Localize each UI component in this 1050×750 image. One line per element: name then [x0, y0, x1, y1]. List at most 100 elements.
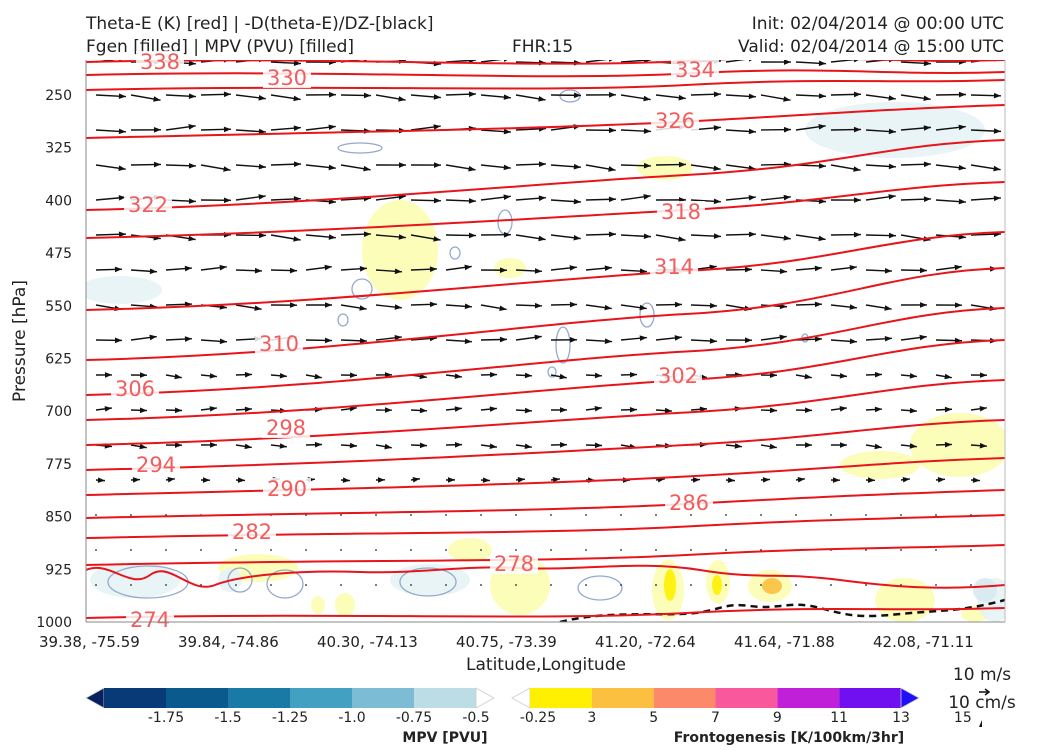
wind-dot — [340, 584, 342, 586]
wind-arrowhead — [188, 198, 196, 204]
wind-arrowhead — [468, 91, 476, 97]
wind-dot — [585, 514, 587, 516]
colorbar-tick-4: -0.75 — [396, 710, 432, 726]
wind-dot — [655, 549, 657, 551]
wind-arrowhead — [972, 477, 980, 483]
wind-arrowhead — [534, 302, 542, 309]
wind-arrowhead — [713, 198, 721, 205]
wind-arrowhead — [569, 301, 577, 308]
wind-arrowhead — [394, 268, 402, 275]
wind-arrowhead — [643, 95, 651, 102]
wind-arrowhead — [783, 126, 791, 133]
wind-dot — [340, 549, 342, 551]
wind-arrowhead — [713, 91, 721, 98]
filled-region-24 — [973, 578, 997, 602]
wind-arrowhead — [839, 442, 847, 448]
wind-arrowhead — [328, 164, 336, 171]
wind-arrowhead — [279, 443, 287, 449]
colorbar-swatch-5 — [777, 688, 840, 708]
wind-dot — [620, 514, 622, 516]
wind-arrowhead — [293, 95, 301, 102]
wind-arrowhead — [342, 477, 350, 483]
wind-arrowhead — [958, 124, 966, 131]
wind-dot — [795, 584, 797, 586]
wind-dot — [585, 584, 587, 586]
wind-arrowhead — [853, 60, 859, 63]
theta-e-label-bg-322 — [124, 194, 172, 215]
wind-arrowhead — [954, 337, 962, 344]
theta-e-contour-wavy — [86, 564, 1005, 589]
wind-arrowhead — [328, 91, 336, 98]
wind-arrowhead — [534, 268, 542, 274]
wind-arrowhead — [384, 407, 392, 413]
theta-e-contour-278 — [86, 544, 1005, 566]
plot-frame — [85, 60, 1006, 623]
wind-arrowhead — [958, 91, 966, 98]
mpv-colorbar-label: MPV [PVU] — [402, 730, 487, 746]
theta-e-contour-314 — [86, 231, 1005, 311]
wind-scale-horizontal: 10 m/s — [953, 665, 1011, 685]
wind-dot — [480, 549, 482, 551]
colorbar-extend-high — [475, 687, 495, 709]
theta-e-label-bg-278 — [490, 553, 538, 574]
wind-arrowhead — [174, 373, 182, 380]
wind-arrowhead — [839, 372, 847, 379]
wind-arrowhead — [874, 406, 882, 413]
wind-dot — [95, 584, 97, 586]
mpv-outline-5 — [555, 326, 571, 364]
wind-arrowhead — [993, 128, 1001, 134]
theta-e-label-278: 278 — [494, 552, 534, 576]
wind-arrowhead — [923, 196, 931, 202]
wind-arrowhead — [149, 268, 157, 275]
wind-arrowhead — [783, 96, 791, 102]
theta-e-label-bg-274 — [126, 609, 174, 630]
wind-arrowhead — [923, 95, 931, 102]
filled-region-16 — [712, 575, 722, 595]
wind-dot — [725, 549, 727, 551]
wind-arrowhead — [219, 264, 227, 271]
colorbar-tick-1: -1.5 — [214, 710, 241, 726]
wind-arrowhead — [919, 267, 927, 274]
wind-arrowhead — [604, 304, 612, 311]
wind-arrowhead — [293, 236, 301, 242]
wind-dot — [130, 549, 132, 551]
wind-arrowhead — [849, 338, 857, 345]
wind-arrowhead — [328, 124, 336, 131]
y-axis-label: Pressure [hPa] — [10, 280, 30, 402]
wind-arrowhead — [104, 406, 112, 412]
wind-arrowhead — [503, 60, 508, 62]
wind-arrowhead — [797, 476, 805, 483]
wind-arrowhead — [202, 477, 210, 483]
theta-e-label-bg-326 — [651, 110, 699, 131]
wind-arrowhead — [524, 443, 532, 450]
filled-region-18 — [86, 276, 162, 304]
wind-arrowhead — [118, 128, 126, 135]
wind-arrowhead — [188, 93, 196, 99]
theta-e-label-338: 338 — [140, 50, 180, 74]
theta-e-contour-286 — [86, 489, 1005, 519]
wind-arrowhead — [324, 302, 332, 308]
title-line-1: Theta-E (K) [red] | -D(theta-E)/DZ-[blac… — [86, 14, 434, 34]
mpv-outline-3 — [351, 278, 373, 300]
wind-arrowhead — [314, 373, 322, 380]
wind-arrowhead — [538, 195, 546, 202]
wind-arrowhead — [993, 92, 1001, 99]
wind-dot — [95, 549, 97, 551]
wind-arrowhead — [293, 161, 301, 168]
y-tick-325: 325 — [45, 141, 72, 157]
wind-arrowhead — [482, 477, 490, 483]
wind-arrowhead — [664, 407, 672, 414]
wind-arrowhead — [499, 336, 507, 343]
wind-arrow — [480, 60, 503, 63]
filled-region-13 — [311, 596, 325, 614]
wind-arrowhead — [223, 91, 231, 98]
forecast-hour: FHR:15 — [512, 37, 574, 57]
theta-e-label-bg-298 — [262, 417, 310, 438]
wind-arrowhead — [744, 337, 752, 343]
wind-dot — [200, 549, 202, 551]
wind-arrowhead — [524, 407, 532, 414]
wind-arrowhead — [734, 443, 742, 449]
wind-arrowhead — [678, 161, 686, 168]
wind-arrowhead — [538, 96, 546, 102]
frontogenesis-colorbar: 3 5 7 9 11 13 15 — [511, 687, 972, 726]
